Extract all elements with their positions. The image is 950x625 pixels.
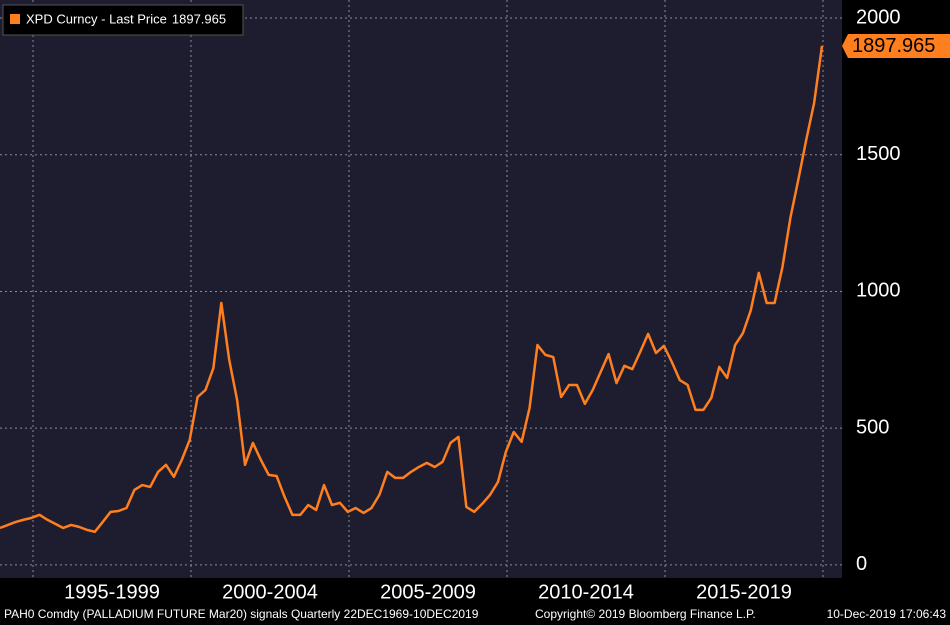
footer-left: PAH0 Comdty (PALLADIUM FUTURE Mar20) sig…	[4, 607, 479, 621]
y-tick-label: 1000	[856, 280, 901, 302]
footer-copyright: Copyright© 2019 Bloomberg Finance L.P.	[535, 607, 756, 621]
legend-swatch	[10, 14, 20, 24]
legend-value: 1897.965	[172, 11, 226, 26]
period-grid	[32, 0, 824, 578]
legend-label: XPD Curncy - Last Price	[26, 11, 167, 26]
price-line	[0, 45, 824, 534]
y-tick-label: 2000	[856, 6, 901, 28]
legend: XPD Curncy - Last Price 1897.965	[2, 4, 244, 36]
y-tick-label: 1500	[856, 143, 901, 165]
x-tick-label: 2015-2019	[696, 581, 792, 603]
legend-box	[2, 4, 244, 36]
y-tick-label: 500	[856, 416, 889, 438]
chart-layer: 0 500 1000 1500 2000 1995-1999 2000-2004 2005-2…	[0, 6, 950, 603]
x-tick-label: 1995-1999	[64, 581, 160, 603]
footer-timestamp: 10-Dec-2019 17:06:43	[827, 607, 947, 621]
y-tick-label: 0	[856, 553, 867, 575]
x-tick-label: 2005-2009	[380, 581, 476, 603]
last-price-tag	[842, 33, 950, 58]
x-tick-label: 2000-2004	[222, 581, 318, 603]
plot-area	[0, 0, 842, 578]
last-price-label: 1897.965	[852, 35, 935, 57]
x-tick-label: 2010-2014	[538, 581, 634, 603]
